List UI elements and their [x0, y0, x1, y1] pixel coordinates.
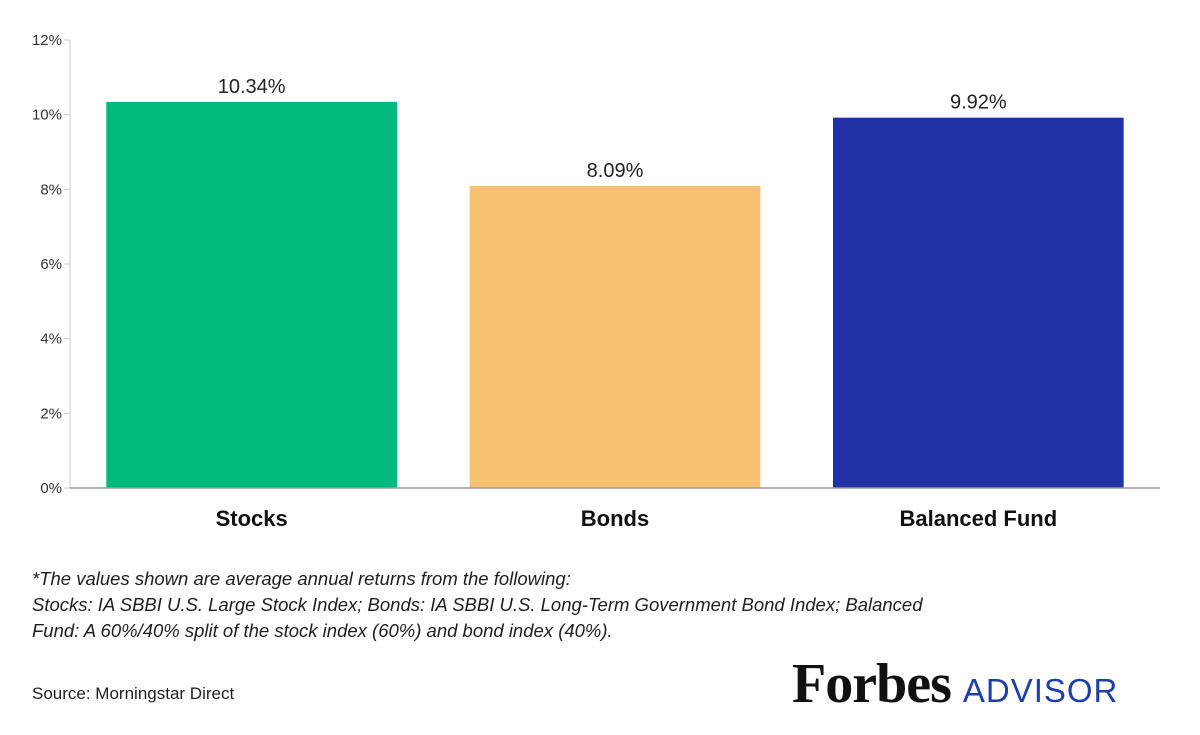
footnote-line: *The values shown are average annual ret…	[32, 568, 571, 589]
y-tick-label: 6%	[40, 256, 62, 273]
source-note: Source: Morningstar Direct	[32, 684, 235, 703]
bar-value-label: 8.09%	[587, 160, 644, 182]
logo-suffix: ADVISOR	[962, 672, 1119, 709]
y-tick-label: 12%	[32, 32, 62, 49]
y-tick-label: 4%	[40, 331, 62, 348]
y-tick-label: 2%	[40, 405, 62, 422]
bar	[106, 101, 397, 489]
bar-value-label: 9.92%	[950, 92, 1007, 114]
y-tick-label: 8%	[40, 181, 62, 198]
logo-brand: Forbes	[792, 653, 952, 715]
bar	[833, 117, 1124, 489]
x-category-label: Bonds	[581, 506, 649, 531]
bar	[469, 185, 761, 488]
forbes-advisor-logo: Forbes ADVISOR	[792, 652, 1118, 722]
x-category-label: Stocks	[216, 506, 288, 531]
footnote: *The values shown are average annual ret…	[32, 566, 1162, 644]
x-category-label: Balanced Fund	[899, 506, 1057, 531]
bar-value-label: 10.34%	[218, 76, 286, 98]
footnote-line: Fund: A 60%/40% split of the stock index…	[32, 620, 613, 641]
footnote-line: Stocks: IA SBBI U.S. Large Stock Index; …	[32, 594, 923, 615]
bar-chart: 0% 2% 4% 6% 8% 10% 12% 10.34% Stocks 8.09% Bonds 9.…	[32, 32, 1160, 531]
y-tick-label: 0%	[40, 480, 62, 497]
y-tick-label: 10%	[32, 107, 62, 124]
